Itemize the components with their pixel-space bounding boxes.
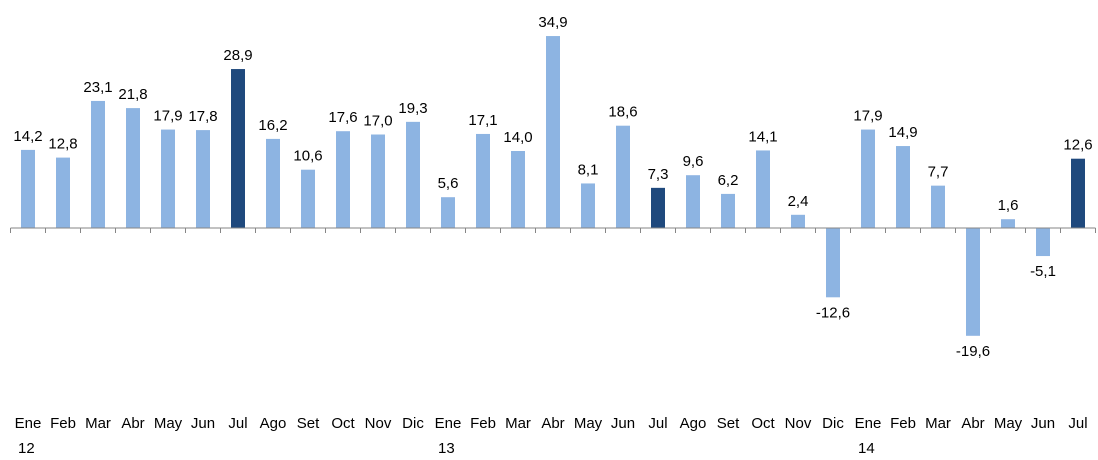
bar [546, 36, 560, 228]
year-label: 13 [438, 440, 455, 455]
bar [826, 228, 840, 298]
bar [511, 151, 525, 228]
bar [721, 193, 735, 228]
x-tick-label: Set [717, 415, 740, 432]
value-label: 19,3 [398, 100, 427, 117]
x-tick-label: Set [297, 415, 320, 432]
value-label: 17,0 [363, 112, 392, 129]
value-label: 16,2 [258, 117, 287, 134]
bar [161, 129, 175, 228]
value-label: 23,1 [83, 79, 112, 96]
x-tick-label: Jul [648, 415, 667, 432]
value-label: 2,4 [788, 193, 809, 210]
x-tick-label: Ago [260, 415, 287, 432]
value-label: 17,9 [153, 108, 182, 125]
bar [56, 157, 70, 228]
value-label: 12,6 [1063, 137, 1092, 154]
x-tick-label: Dic [402, 415, 424, 432]
x-tick-label: Ene [15, 415, 42, 432]
value-label: 8,1 [578, 161, 599, 178]
value-label: 12,8 [48, 136, 77, 153]
x-tick-label: Dic [822, 415, 844, 432]
x-tick-label: Jun [191, 415, 215, 432]
bar [476, 133, 490, 228]
bar [371, 134, 385, 228]
bar [651, 187, 665, 228]
value-label: 7,7 [928, 164, 949, 181]
bar [406, 121, 420, 228]
x-tick-label: Jul [1068, 415, 1087, 432]
x-tick-label: Abr [541, 415, 564, 432]
x-tick-label: Abr [961, 415, 984, 432]
x-tick-label: Nov [365, 415, 392, 432]
x-tick-label: May [994, 415, 1023, 432]
x-tick-label: May [574, 415, 603, 432]
bar [581, 183, 595, 228]
bar [791, 214, 805, 228]
bar [966, 228, 980, 336]
value-label: 34,9 [538, 14, 567, 31]
value-label: 14,9 [888, 124, 917, 141]
value-label: 17,8 [188, 108, 217, 125]
bar [686, 175, 700, 228]
value-label: 21,8 [118, 86, 147, 103]
value-label: -19,6 [956, 343, 990, 360]
x-tick-label: Mar [925, 415, 951, 432]
value-label: 14,0 [503, 129, 532, 146]
x-tick-label: Jun [1031, 415, 1055, 432]
value-label: 1,6 [998, 197, 1019, 214]
value-label: 17,9 [853, 108, 882, 125]
bar [1036, 228, 1050, 257]
value-label: 17,6 [328, 109, 357, 126]
value-label: -12,6 [816, 304, 850, 321]
bar [616, 125, 630, 228]
bar [861, 129, 875, 228]
value-label: 17,1 [468, 112, 497, 129]
x-tick-label: Oct [751, 415, 775, 432]
value-label: 5,6 [438, 175, 459, 192]
x-tick-label: Ago [680, 415, 707, 432]
x-tick-label: Jul [228, 415, 247, 432]
x-tick-label: Feb [50, 415, 76, 432]
value-label: 7,3 [648, 166, 669, 183]
x-tick-label: Feb [470, 415, 496, 432]
value-label: 28,9 [223, 47, 252, 64]
x-tick-label: Feb [890, 415, 916, 432]
value-label: 14,1 [748, 128, 777, 145]
bar [931, 185, 945, 228]
bar [266, 138, 280, 228]
bar [336, 131, 350, 228]
bar [301, 169, 315, 228]
bar [441, 197, 455, 228]
x-tick-label: Mar [85, 415, 111, 432]
x-tick-label: Oct [331, 415, 355, 432]
bar [21, 149, 35, 228]
value-label: 10,6 [293, 148, 322, 165]
bar [896, 146, 910, 228]
x-tick-label: Abr [121, 415, 144, 432]
value-label: 9,6 [683, 153, 704, 170]
value-label: -5,1 [1030, 263, 1056, 280]
x-tick-label: Ene [855, 415, 882, 432]
x-tick-label: May [154, 415, 183, 432]
x-tick-label: Ene [435, 415, 462, 432]
bar [1001, 219, 1015, 228]
year-label: 14 [858, 440, 875, 455]
x-tick-label: Mar [505, 415, 531, 432]
bar [126, 108, 140, 228]
bar [1071, 158, 1085, 228]
value-label: 14,2 [13, 128, 42, 145]
bar [91, 100, 105, 228]
value-label: 18,6 [608, 104, 637, 121]
x-tick-label: Nov [785, 415, 812, 432]
bar [756, 150, 770, 228]
x-tick-label: Jun [611, 415, 635, 432]
bar [196, 130, 210, 228]
year-label: 12 [18, 440, 35, 455]
value-label: 6,2 [718, 172, 739, 189]
bar [231, 69, 245, 228]
